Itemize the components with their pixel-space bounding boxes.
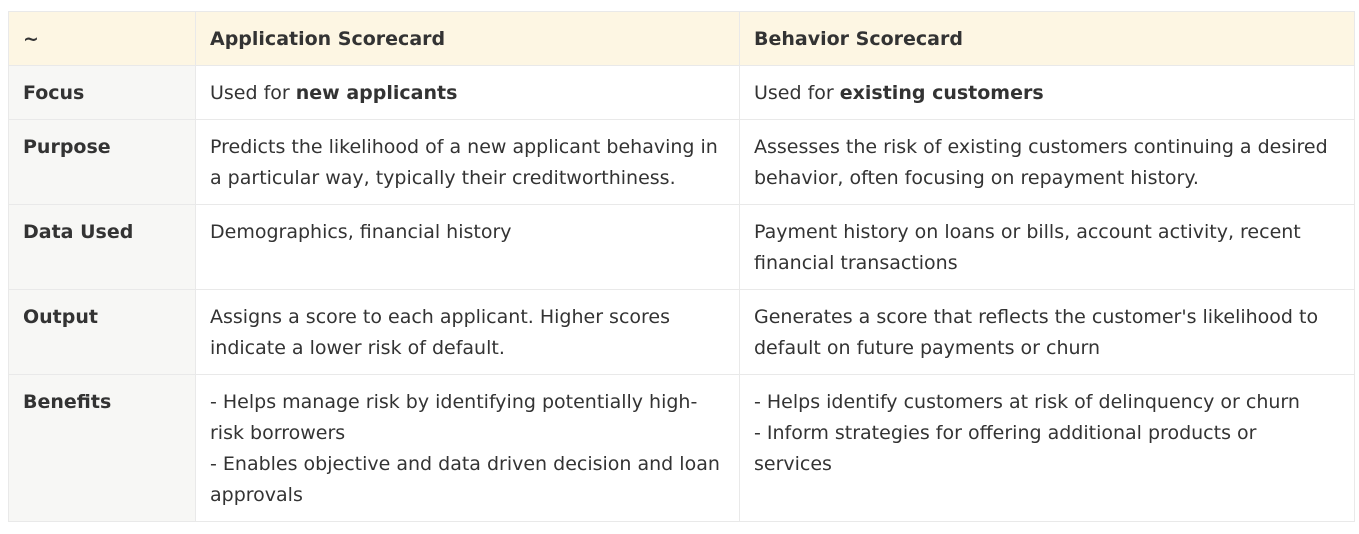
cell-text: Used for	[210, 82, 296, 104]
header-corner: ~	[8, 11, 196, 66]
cell-bold-text: new applicants	[295, 82, 458, 104]
row-label-data-used: Data Used	[8, 204, 196, 290]
cell-purpose-behavior: Assesses the risk of existing customers …	[739, 119, 1355, 205]
cell-benefits-application: - Helps manage risk by identifying poten…	[195, 374, 740, 522]
row-label-focus: Focus	[8, 65, 196, 120]
benefit-item: - Inform strategies for offering additio…	[754, 422, 1257, 475]
cell-data-used-behavior: Payment history on loans or bills, accou…	[739, 204, 1355, 290]
benefit-item: - Helps manage risk by identifying poten…	[210, 391, 698, 444]
benefit-item: - Enables objective and data driven deci…	[210, 453, 720, 506]
table-row-benefits: Benefits - Helps manage risk by identify…	[8, 374, 1355, 522]
cell-output-application: Assigns a score to each applicant. Highe…	[195, 289, 740, 375]
row-label-benefits: Benefits	[8, 374, 196, 522]
table-row-purpose: Purpose Predicts the likelihood of a new…	[8, 119, 1355, 205]
header-behavior-scorecard: Behavior Scorecard	[739, 11, 1355, 66]
header-application-scorecard: Application Scorecard	[195, 11, 740, 66]
cell-benefits-behavior: - Helps identify customers at risk of de…	[739, 374, 1355, 522]
cell-bold-text: existing customers	[839, 82, 1044, 104]
cell-data-used-application: Demographics, financial history	[195, 204, 740, 290]
table-row-output: Output Assigns a score to each applicant…	[8, 289, 1355, 375]
table-header-row: ~ Application Scorecard Behavior Scoreca…	[8, 11, 1355, 66]
cell-focus-application: Used for new applicants	[195, 65, 740, 120]
comparison-table-container: ~ Application Scorecard Behavior Scoreca…	[8, 11, 1355, 522]
table-row-data-used: Data Used Demographics, financial histor…	[8, 204, 1355, 290]
scorecard-comparison-table: ~ Application Scorecard Behavior Scoreca…	[8, 11, 1355, 522]
cell-focus-behavior: Used for existing customers	[739, 65, 1355, 120]
row-label-output: Output	[8, 289, 196, 375]
cell-purpose-application: Predicts the likelihood of a new applica…	[195, 119, 740, 205]
row-label-purpose: Purpose	[8, 119, 196, 205]
cell-output-behavior: Generates a score that reflects the cust…	[739, 289, 1355, 375]
cell-text: Used for	[754, 82, 840, 104]
benefit-item: - Helps identify customers at risk of de…	[754, 391, 1300, 413]
table-row-focus: Focus Used for new applicants Used for e…	[8, 65, 1355, 120]
